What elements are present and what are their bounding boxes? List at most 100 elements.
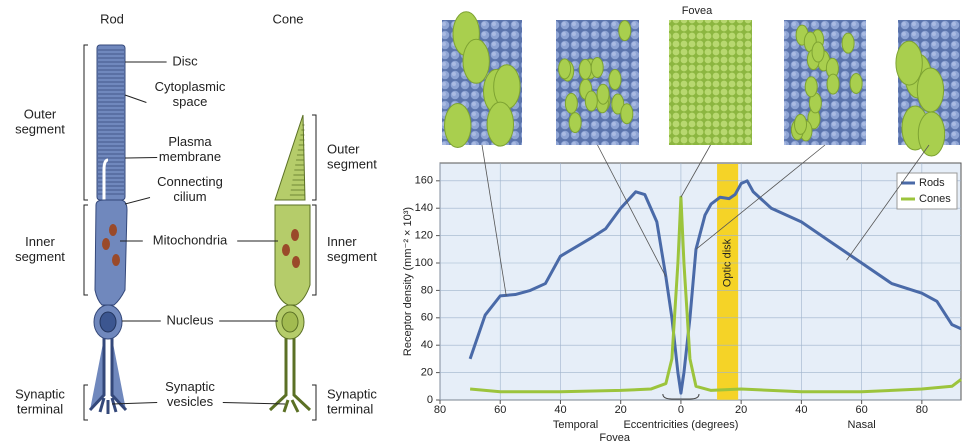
leader-line xyxy=(125,158,157,159)
rod-outer-segment xyxy=(97,45,125,200)
x-tick-label: 40 xyxy=(554,404,566,416)
cone-terminal xyxy=(270,338,310,412)
bracket xyxy=(312,385,316,420)
diagram-label: Disc xyxy=(172,53,198,68)
cone-cell xyxy=(585,91,597,111)
diagram-label: space xyxy=(173,94,208,109)
y-tick-label: 20 xyxy=(421,367,433,379)
cone-cell xyxy=(569,113,581,133)
bracket-label: segment xyxy=(327,249,377,264)
cone-cell xyxy=(896,41,922,85)
rod-inner-segment xyxy=(95,200,127,305)
y-tick-label: 100 xyxy=(415,257,433,269)
cone-nucleus xyxy=(282,312,298,332)
bracket-label: segment xyxy=(15,249,65,264)
y-tick-label: 40 xyxy=(421,339,433,351)
cone-inner-segment xyxy=(275,205,310,305)
cone-outer-segment xyxy=(275,115,305,200)
cone-cell xyxy=(850,73,862,93)
cone-cell xyxy=(591,58,603,78)
cone-cell xyxy=(463,39,489,83)
x-tick-label: 20 xyxy=(615,404,627,416)
bracket xyxy=(84,205,88,295)
bracket-label: segment xyxy=(327,156,377,171)
figure: Rod Cone DiscCytoplasmicspacePlasmamembr… xyxy=(0,0,974,444)
y-tick-label: 80 xyxy=(421,284,433,296)
x-tick-label: 40 xyxy=(795,404,807,416)
x-tick-label: 0 xyxy=(678,404,684,416)
plot-area xyxy=(440,163,961,400)
cone-cell xyxy=(559,59,571,79)
optic-disk-label: Optic disk xyxy=(722,238,734,287)
leader-line xyxy=(125,198,150,205)
bracket-label: terminal xyxy=(17,401,63,416)
cone-cell xyxy=(621,104,633,124)
rod-terminal xyxy=(90,338,126,414)
y-tick-label: 160 xyxy=(415,175,433,187)
cone-cell xyxy=(597,84,609,104)
cone-cell xyxy=(795,114,807,134)
bracket-label: Synaptic xyxy=(15,386,65,401)
cone-cell xyxy=(805,77,817,97)
diagram-label: Mitochondria xyxy=(153,232,228,247)
mitochondrion xyxy=(109,224,117,236)
bracket xyxy=(84,385,88,420)
mitochondrion xyxy=(282,244,290,256)
y-tick-label: 140 xyxy=(415,202,433,214)
cone-cell xyxy=(918,112,944,156)
fovea-top-label: Fovea xyxy=(682,5,713,17)
rod-nucleus xyxy=(100,312,116,332)
cone-cell xyxy=(812,42,824,62)
cone-cell xyxy=(827,74,839,94)
cone-cell xyxy=(917,68,943,112)
bracket-label: Inner xyxy=(327,234,357,249)
cone-title: Cone xyxy=(272,11,303,26)
diagram-label: vesicles xyxy=(167,394,214,409)
mitochondrion xyxy=(292,256,300,268)
diagram-label: Nucleus xyxy=(167,312,214,327)
side-label: Temporal xyxy=(553,419,598,431)
diagram-label: membrane xyxy=(159,149,221,164)
diagram-label: Synaptic xyxy=(165,379,215,394)
legend-label: Cones xyxy=(919,193,951,205)
y-tick-label: 60 xyxy=(421,312,433,324)
x-tick-label: 60 xyxy=(494,404,506,416)
fovea-bottom-label: Fovea xyxy=(599,432,630,444)
mitochondrion xyxy=(291,229,299,241)
diagram-label: cilium xyxy=(173,189,206,204)
mosaic-tile xyxy=(669,20,752,145)
x-tick-label: 20 xyxy=(735,404,747,416)
x-tick-label: 80 xyxy=(916,404,928,416)
cone-cell xyxy=(842,33,854,53)
y-tick-label: 0 xyxy=(427,394,433,406)
cone-cell xyxy=(619,21,631,41)
legend-label: Rods xyxy=(919,177,945,189)
x-tick-label: 60 xyxy=(855,404,867,416)
mitochondrion xyxy=(112,254,120,266)
cone-cell xyxy=(565,93,577,113)
diagram-label: Cytoplasmic xyxy=(155,79,226,94)
side-label: Nasal xyxy=(848,419,876,431)
x-axis-title: Eccentricities (degrees) xyxy=(623,419,738,431)
x-tick-label: 80 xyxy=(434,404,446,416)
leader-line xyxy=(125,95,146,103)
bracket xyxy=(312,115,316,200)
bracket xyxy=(84,45,88,200)
diagram-label: Connecting xyxy=(157,174,223,189)
rod-title: Rod xyxy=(100,11,124,26)
receptor-density-chart: 0 20 40 60 80 100 120 140 160 80 60 40 20 0 20 40 60 80 Op… xyxy=(402,5,961,444)
bracket-label: Outer xyxy=(24,106,57,121)
bracket-label: Inner xyxy=(25,234,55,249)
cone-cell xyxy=(579,59,591,79)
bracket-label: terminal xyxy=(327,401,373,416)
bracket xyxy=(312,205,316,295)
cone-cell xyxy=(487,102,513,146)
bracket-label: Outer xyxy=(327,141,360,156)
photoreceptor-diagram: Rod Cone DiscCytoplasmicspacePlasmamembr… xyxy=(15,11,377,420)
cone-cell xyxy=(609,70,621,90)
cone-cell xyxy=(445,103,471,147)
bracket-label: segment xyxy=(15,121,65,136)
mitochondrion xyxy=(102,238,110,250)
bracket-label: Synaptic xyxy=(327,386,377,401)
y-tick-label: 120 xyxy=(415,230,433,242)
